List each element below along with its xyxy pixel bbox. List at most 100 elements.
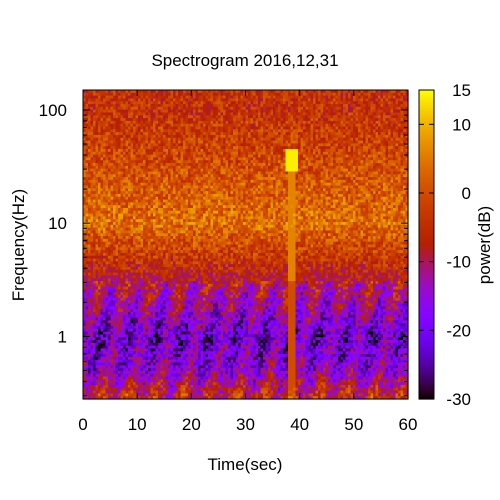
heatmap-cell — [98, 151, 102, 156]
heatmap-cell — [355, 143, 359, 147]
heatmap-cell — [213, 104, 217, 108]
heatmap-cell — [188, 148, 192, 153]
heatmap-cell — [263, 137, 267, 142]
heatmap-cell — [305, 148, 309, 153]
heatmap-cell — [103, 115, 107, 119]
heatmap-cell — [123, 101, 127, 105]
heatmap-cell — [193, 106, 197, 111]
heatmap-cell — [225, 157, 229, 161]
heatmap-cell — [318, 151, 322, 156]
heatmap-cell — [183, 90, 187, 94]
heatmap-cell — [345, 157, 349, 161]
heatmap-cell — [313, 134, 317, 139]
heatmap-cell — [263, 109, 267, 114]
heatmap-cell — [203, 157, 207, 161]
heatmap-cell — [145, 115, 149, 119]
heatmap-cell — [400, 106, 404, 111]
heatmap-cell — [325, 118, 329, 122]
heatmap-cell — [198, 143, 202, 147]
heatmap-cell — [323, 123, 327, 128]
heatmap-cell — [280, 126, 284, 130]
heatmap-cell — [175, 115, 179, 119]
heatmap-cell — [103, 151, 107, 156]
heatmap-cell — [390, 118, 394, 122]
heatmap-cell — [188, 106, 192, 111]
heatmap-cell — [238, 90, 242, 94]
heatmap-cell — [383, 126, 387, 130]
heatmap-cell — [240, 109, 244, 114]
heatmap-cell — [305, 109, 309, 114]
heatmap-cell — [303, 112, 307, 116]
heatmap-cell — [378, 123, 382, 128]
heatmap-cell — [295, 90, 299, 94]
heatmap-cell — [110, 90, 114, 94]
heatmap-cell — [88, 126, 92, 130]
heatmap-cell — [210, 137, 214, 142]
heatmap-cell — [388, 154, 392, 159]
heatmap-cell — [210, 123, 214, 128]
heatmap-cell — [100, 143, 104, 147]
heatmap-cell — [288, 112, 292, 116]
heatmap-cell — [125, 134, 129, 139]
heatmap-cell — [235, 120, 239, 125]
heatmap-cell — [143, 151, 147, 156]
heatmap-cell — [383, 129, 387, 133]
heatmap-cell — [205, 95, 209, 100]
heatmap-cell — [365, 90, 369, 94]
heatmap-cell — [200, 104, 204, 108]
heatmap-cell — [120, 157, 124, 161]
heatmap-cell — [193, 132, 197, 136]
heatmap-cell — [355, 137, 359, 142]
heatmap-cell — [353, 106, 357, 111]
heatmap-cell — [220, 120, 224, 125]
heatmap-cell — [398, 118, 402, 122]
heatmap-cell — [118, 104, 122, 108]
heatmap-cell — [258, 157, 262, 161]
heatmap-cell — [265, 98, 269, 102]
chart-title: Spectrogram 2016,12,31 — [151, 51, 338, 70]
heatmap-cell — [270, 123, 274, 128]
heatmap-cell — [185, 118, 189, 122]
heatmap-cell — [210, 112, 214, 116]
heatmap-cell — [245, 120, 249, 125]
heatmap-cell — [258, 109, 262, 114]
heatmap-cell — [390, 95, 394, 100]
heatmap-cell — [350, 98, 354, 102]
heatmap-cell — [285, 104, 289, 108]
heatmap-cell — [218, 137, 222, 142]
heatmap-cell — [188, 95, 192, 100]
heatmap-cell — [165, 115, 169, 119]
heatmap-cell — [133, 148, 137, 153]
heatmap-cell — [148, 146, 152, 150]
heatmap-cell — [400, 157, 404, 161]
heatmap-cell — [245, 126, 249, 130]
heatmap-cell — [273, 148, 277, 153]
heatmap-cell — [385, 112, 389, 116]
heatmap-cell — [188, 140, 192, 144]
heatmap-cell — [223, 134, 227, 139]
heatmap-cell — [300, 154, 304, 159]
heatmap-cell — [148, 95, 152, 100]
heatmap-cell — [233, 123, 237, 128]
heatmap-cell — [153, 154, 157, 159]
heatmap-cell — [403, 104, 407, 108]
heatmap-cell — [328, 104, 332, 108]
heatmap-cell — [120, 154, 124, 159]
heatmap-cell — [205, 143, 209, 147]
heatmap-cell — [93, 143, 97, 147]
heatmap-cell — [398, 151, 402, 156]
heatmap-cell — [305, 115, 309, 119]
heatmap-cell — [163, 146, 167, 150]
heatmap-cell — [163, 137, 167, 142]
heatmap-cell — [290, 148, 294, 153]
heatmap-cell — [250, 132, 254, 136]
heatmap-cell — [93, 137, 97, 142]
heatmap-cell — [285, 118, 289, 122]
heatmap-cell — [100, 126, 104, 130]
heatmap-cell — [310, 101, 314, 105]
heatmap-cell — [123, 115, 127, 119]
heatmap-cell — [385, 148, 389, 153]
heatmap-cell — [180, 104, 184, 108]
heatmap-cell — [230, 154, 234, 159]
heatmap-cell — [223, 157, 227, 161]
